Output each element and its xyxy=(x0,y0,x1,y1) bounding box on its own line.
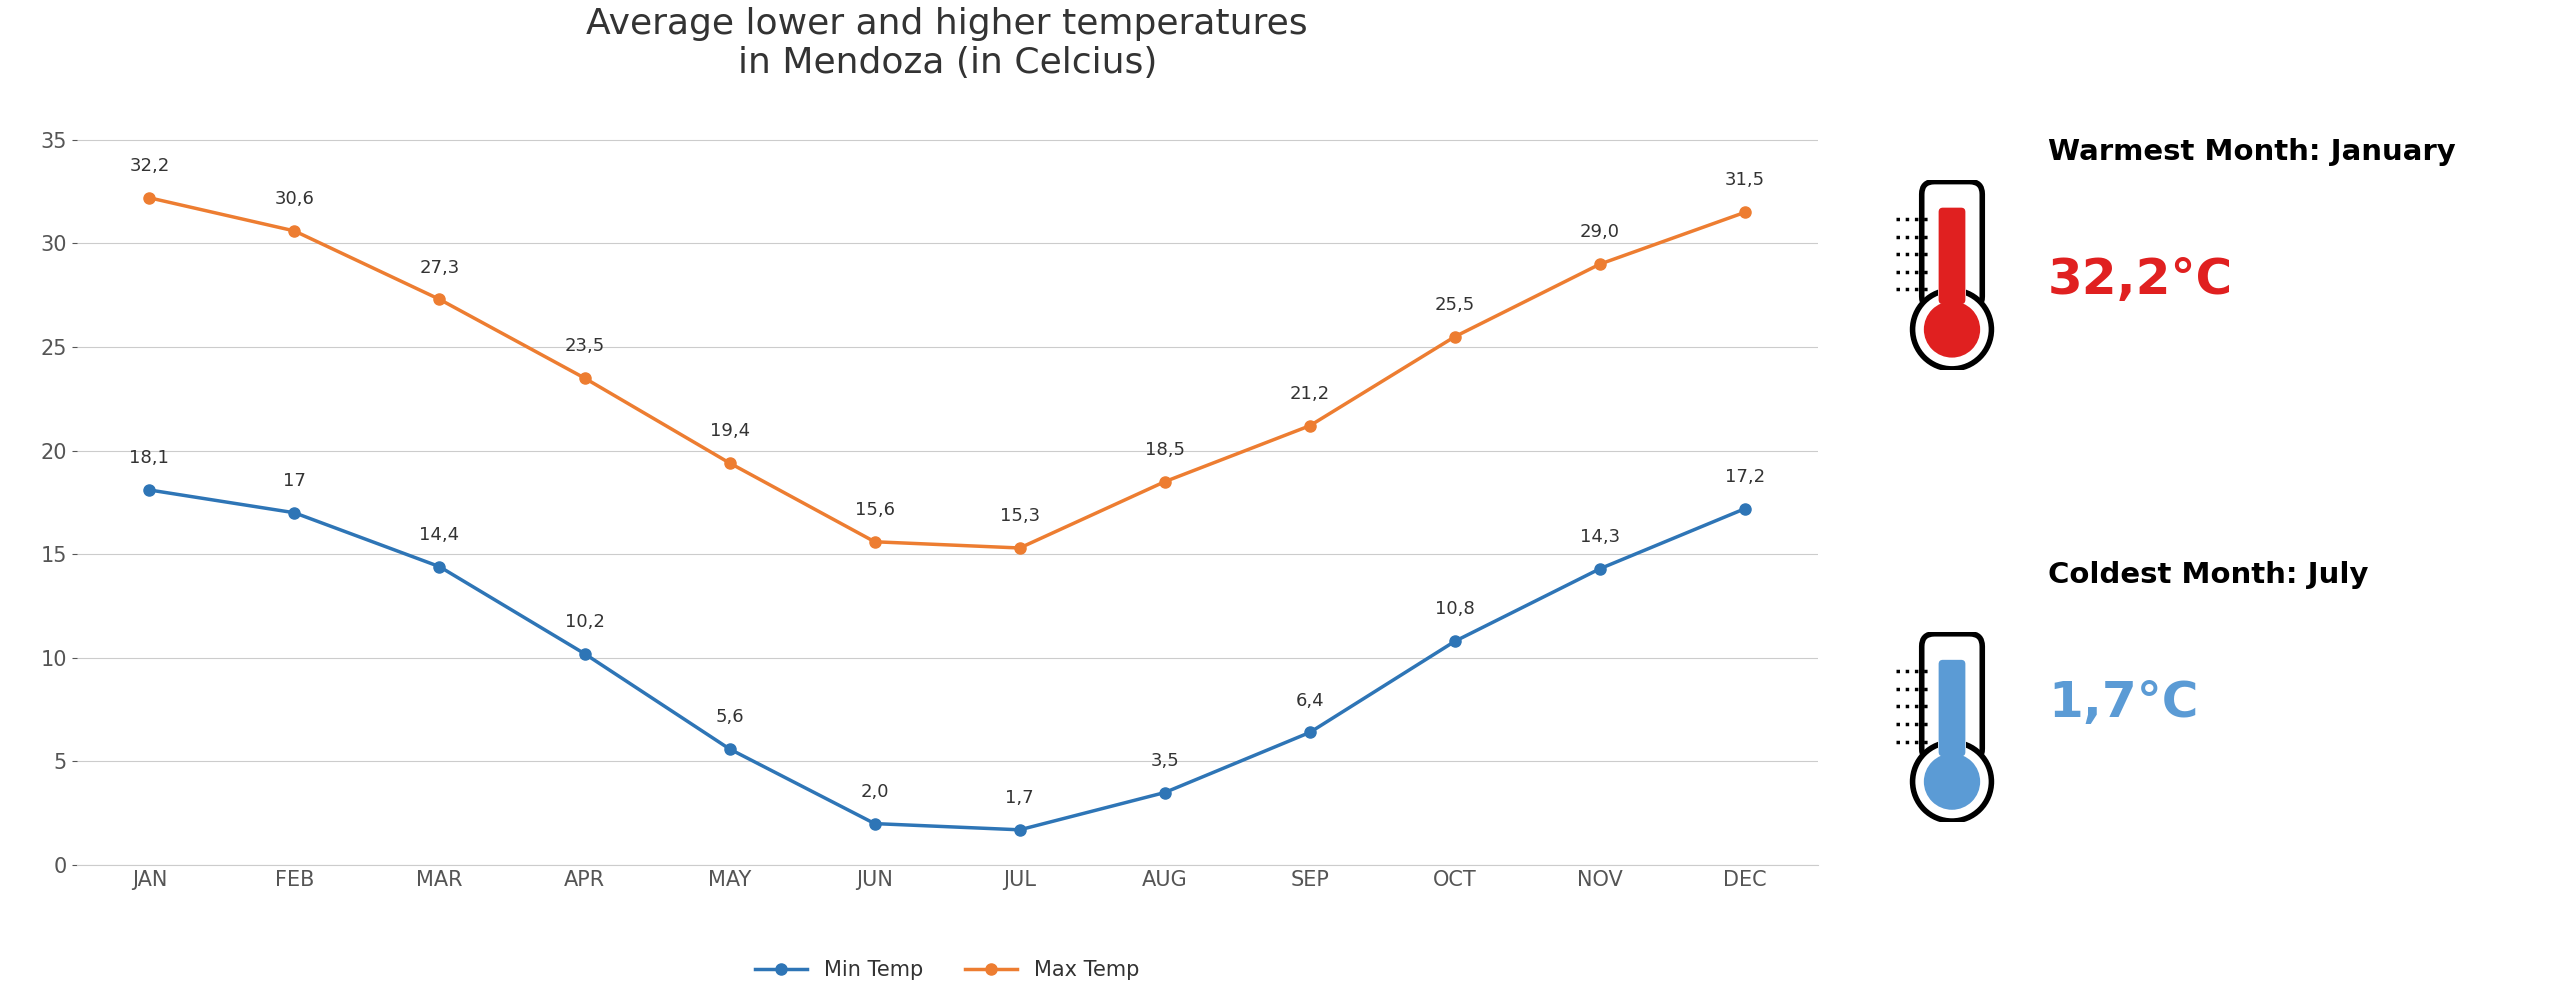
Text: 2,0: 2,0 xyxy=(860,782,888,801)
Max Temp xyxy=(1295,420,1326,432)
Text: 23,5: 23,5 xyxy=(563,337,604,355)
Min Temp xyxy=(133,484,164,495)
Text: 21,2: 21,2 xyxy=(1290,385,1331,403)
Max Temp xyxy=(1004,542,1034,553)
Min Temp xyxy=(1149,786,1180,798)
Text: 31,5: 31,5 xyxy=(1725,171,1766,190)
Text: 30,6: 30,6 xyxy=(274,190,315,208)
Min Temp xyxy=(1731,502,1761,514)
Min Temp xyxy=(1004,824,1034,836)
Min Temp xyxy=(860,818,891,830)
Circle shape xyxy=(1912,742,1992,821)
FancyBboxPatch shape xyxy=(1938,734,1966,759)
Min Temp xyxy=(714,743,745,755)
Min Temp xyxy=(279,507,310,519)
Circle shape xyxy=(1912,290,1992,369)
FancyBboxPatch shape xyxy=(1923,634,1981,761)
Title: Average lower and higher temperatures
in Mendoza (in Celcius): Average lower and higher temperatures in… xyxy=(586,7,1308,81)
Min Temp xyxy=(568,648,599,660)
FancyBboxPatch shape xyxy=(1938,207,1966,304)
Text: 32,2: 32,2 xyxy=(128,157,169,175)
Text: 1,7°C: 1,7°C xyxy=(2048,679,2199,726)
Circle shape xyxy=(1925,753,1981,810)
Max Temp xyxy=(568,373,599,384)
Max Temp xyxy=(1439,330,1469,342)
Text: 10,8: 10,8 xyxy=(1436,601,1475,618)
Text: 14,4: 14,4 xyxy=(420,526,461,544)
Text: 27,3: 27,3 xyxy=(420,259,461,276)
Max Temp xyxy=(133,192,164,203)
Min Temp xyxy=(1585,563,1615,575)
Min Temp xyxy=(1295,726,1326,738)
Text: 10,2: 10,2 xyxy=(566,612,604,631)
Text: 17,2: 17,2 xyxy=(1725,468,1766,486)
Text: 18,5: 18,5 xyxy=(1144,440,1185,459)
Line: Max Temp: Max Temp xyxy=(143,193,1751,553)
Text: 1,7: 1,7 xyxy=(1006,789,1034,807)
Text: 19,4: 19,4 xyxy=(709,423,750,440)
Line: Min Temp: Min Temp xyxy=(143,485,1751,836)
Text: 3,5: 3,5 xyxy=(1149,752,1180,770)
Text: 15,6: 15,6 xyxy=(855,501,893,519)
Text: 6,4: 6,4 xyxy=(1295,692,1324,710)
Text: 32,2°C: 32,2°C xyxy=(2048,257,2232,304)
Text: 18,1: 18,1 xyxy=(131,449,169,467)
Text: 5,6: 5,6 xyxy=(714,708,745,726)
Legend: Min Temp, Max Temp: Min Temp, Max Temp xyxy=(748,953,1147,983)
Min Temp xyxy=(1439,635,1469,647)
Text: 15,3: 15,3 xyxy=(998,507,1039,525)
Max Temp xyxy=(860,536,891,548)
Text: 25,5: 25,5 xyxy=(1434,296,1475,314)
Max Temp xyxy=(1149,476,1180,488)
Max Temp xyxy=(425,293,456,305)
Text: Coldest Month: July: Coldest Month: July xyxy=(2048,561,2368,589)
Max Temp xyxy=(714,457,745,469)
FancyBboxPatch shape xyxy=(1938,282,1966,307)
Max Temp xyxy=(1731,206,1761,218)
Max Temp xyxy=(279,225,310,237)
Text: 17: 17 xyxy=(284,472,305,490)
FancyBboxPatch shape xyxy=(1938,660,1966,756)
FancyBboxPatch shape xyxy=(1923,182,1981,309)
Text: 14,3: 14,3 xyxy=(1580,528,1620,546)
Circle shape xyxy=(1925,301,1981,358)
Text: 29,0: 29,0 xyxy=(1580,223,1620,241)
Max Temp xyxy=(1585,259,1615,270)
Min Temp xyxy=(425,560,456,572)
Text: Warmest Month: January: Warmest Month: January xyxy=(2048,139,2455,166)
